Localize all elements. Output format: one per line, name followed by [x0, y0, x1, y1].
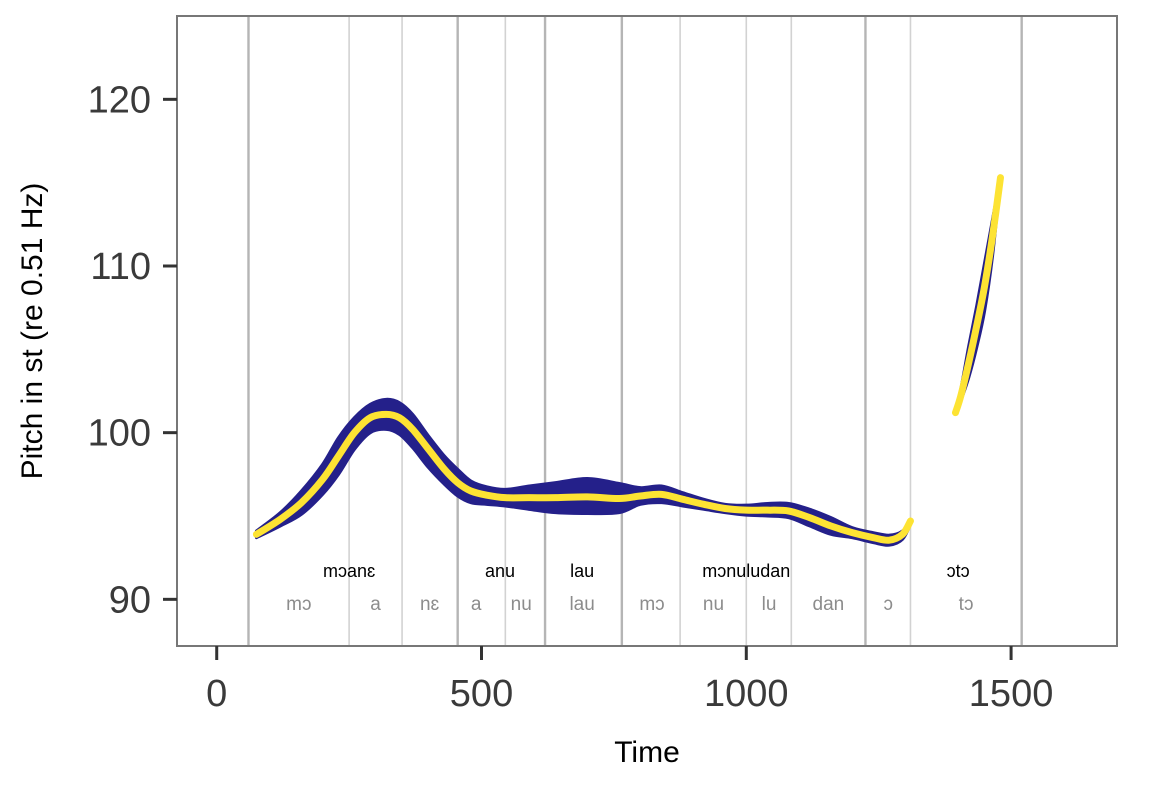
syllable-label: nɛ — [420, 594, 440, 615]
x-tick-label: 500 — [450, 673, 513, 715]
syllable-label: lu — [762, 594, 777, 615]
syllable-label: a — [370, 594, 381, 615]
mean-pitch-line — [252, 410, 914, 544]
y-tick-label: 100 — [88, 413, 151, 455]
y-axis: 90 100 110 120 — [88, 79, 177, 621]
word-label: anu — [485, 561, 515, 581]
x-tick-label: 0 — [206, 673, 227, 715]
boundary-lines — [247, 16, 1023, 646]
syllable-label: a — [471, 594, 482, 615]
syllable-label: tɔ — [959, 594, 974, 615]
word-label: mɔnuludan — [702, 561, 790, 581]
mean-pitch-line — [951, 174, 1004, 417]
y-tick-label: 120 — [88, 79, 151, 121]
x-tick-label: 1500 — [969, 673, 1054, 715]
y-axis-title: Pitch in st (re 0.51 Hz) — [16, 183, 49, 480]
y-tick-label: 110 — [90, 246, 151, 288]
plot-panel-border — [176, 15, 1118, 647]
y-tick-label: 90 — [109, 579, 151, 621]
pitch-confidence-band — [254, 397, 912, 547]
word-label: mɔanɛ — [323, 561, 375, 581]
word-label: lau — [570, 561, 594, 581]
x-axis-title: Time — [614, 736, 680, 769]
syllable-label: ɔ — [883, 594, 893, 615]
syllable-label: nu — [703, 594, 724, 615]
confidence-bands — [254, 174, 1002, 547]
syllable-labels: mɔ a nɛ a nu lau mɔ nu lu dan ɔ tɔ — [286, 594, 973, 615]
x-tick-label: 1000 — [704, 673, 789, 715]
word-labels: mɔanɛ anu lau mɔnuludan ɔtɔ — [323, 561, 970, 581]
syllable-label: mɔ — [286, 594, 311, 615]
x-axis: 0 500 1000 1500 — [206, 646, 1053, 715]
syllable-label: mɔ — [639, 594, 664, 615]
mean-pitch-lines — [252, 174, 1004, 544]
syllable-label: dan — [813, 594, 845, 615]
word-label: ɔtɔ — [947, 561, 970, 581]
syllable-label: nu — [511, 594, 532, 615]
syllable-label: lau — [569, 594, 594, 615]
